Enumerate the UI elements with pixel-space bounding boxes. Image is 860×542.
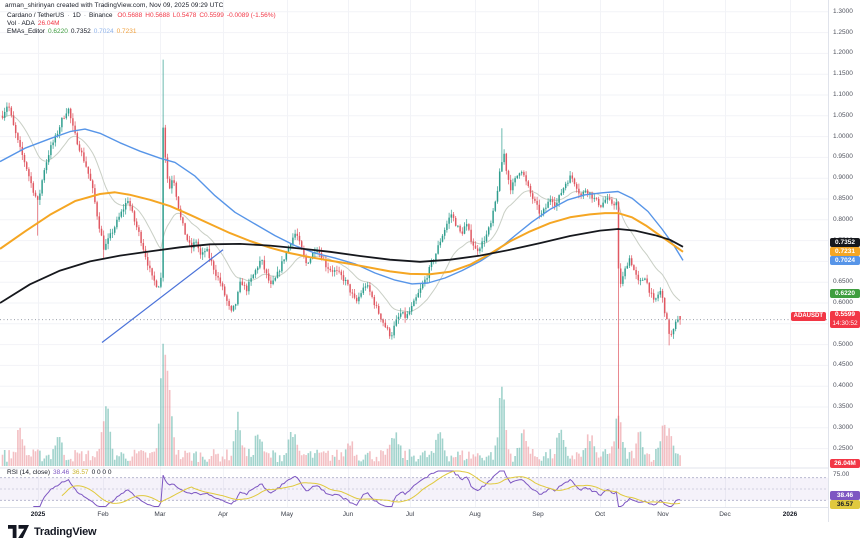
rsi-value: 38.46 [53, 469, 70, 476]
ohlc-close: C0.5599 [199, 12, 224, 19]
time-label: May [280, 511, 294, 518]
price-tick: 1.0000 [833, 132, 853, 140]
price-tick: 75.00 [833, 470, 850, 478]
price-tick: 0.3000 [833, 423, 853, 431]
axis-badge: 36.57 [830, 500, 860, 510]
last-price-value: 0.5599 [835, 311, 855, 319]
ohlc-open: O0.5688 [117, 12, 143, 19]
rsi-ma-value: 36.57 [72, 469, 89, 476]
ohlc-high: H0.5688 [145, 12, 170, 19]
time-label: Apr [217, 511, 229, 518]
ohlc-low: L0.5478 [172, 12, 197, 19]
symbol-row[interactable]: Cardano / TetherUS · 1D · Binance O0.5688 H0.… [7, 12, 279, 20]
price-tick: 0.8000 [833, 215, 853, 223]
time-label: Feb [97, 511, 109, 518]
ema-slow-line [0, 191, 684, 276]
time-label: 2025 [30, 511, 46, 518]
price-tick: 0.2500 [833, 444, 853, 452]
rsi-label: RSI (14, close) [7, 469, 50, 476]
symbol-legend: Cardano / TetherUS · 1D · Binance O0.5688 H0.… [7, 12, 279, 36]
tradingview-logo-text: TradingView [34, 525, 97, 538]
time-label: Aug [469, 511, 481, 518]
rsi-legend[interactable]: RSI (14, close) 38.46 36.57 0 0 0 0 [7, 469, 114, 476]
price-tick: 1.1000 [833, 91, 853, 98]
price-tick: 0.9500 [833, 153, 853, 161]
ema-fast-value: 0.6220 [47, 28, 68, 35]
time-label: Jul [405, 511, 415, 518]
ema-200-value: 0.7352 [70, 28, 91, 35]
change-value: -0.0089 (-1.56%) [226, 12, 276, 19]
price-tick: 1.2000 [833, 49, 853, 57]
chart-canvas[interactable] [0, 0, 828, 522]
countdown: 14:30:52 [832, 319, 858, 327]
tradingview-logo-icon [8, 525, 29, 538]
price-tick: 0.8500 [833, 195, 853, 202]
axis-badge: 0.6220 [830, 289, 860, 299]
ema-200-line [0, 228, 684, 304]
volume-bars [1, 343, 681, 466]
ema-mid-value: 0.7024 [93, 28, 114, 35]
ema-slow-value: 0.7231 [116, 28, 137, 35]
last-price-badge: 0.5599 14:30:52 [830, 311, 860, 329]
price-tick: 0.4000 [833, 382, 853, 390]
ema-fast-line [2, 114, 681, 313]
interval-label[interactable]: 1D [72, 12, 81, 19]
axis-badge: 0.7231 [830, 247, 860, 257]
time-label: Dec [719, 511, 731, 518]
rsi-extra-values: 0 0 0 0 [91, 469, 112, 476]
volume-row[interactable]: Vol · ADA 26.04M [7, 20, 279, 28]
time-label: Nov [657, 511, 669, 518]
time-label: 2026 [782, 511, 798, 518]
time-axis[interactable]: 2025 Feb Mar Apr May Jun Jul Aug Sep Oct Nov Dec 202… [0, 507, 828, 524]
axis-badge: 38.46 [830, 491, 860, 501]
price-tick: 1.2500 [833, 28, 853, 36]
price-tick: 0.6000 [833, 299, 853, 306]
price-tick: 1.1500 [833, 70, 853, 78]
price-tick: 0.3500 [833, 403, 853, 410]
volume-label: Vol · ADA [7, 20, 35, 27]
trendline[interactable] [101, 249, 224, 343]
separator: · [67, 12, 70, 19]
time-label: Oct [594, 511, 606, 518]
emas-row[interactable]: EMAs_Editor 0.6220 0.7352 0.7024 0.7231 [7, 28, 279, 36]
rsi-pane[interactable] [0, 470, 828, 507]
time-label: Jun [342, 511, 354, 518]
exchange-label: Binance [89, 12, 113, 19]
emas-label: EMAs_Editor [7, 28, 45, 35]
symbol-title[interactable]: Cardano / TetherUS [7, 12, 65, 19]
time-label: Mar [154, 511, 166, 518]
grid [0, 0, 828, 507]
tradingview-logo[interactable]: TradingView [8, 525, 97, 538]
rsi-line [33, 470, 681, 507]
price-tick: 1.0500 [833, 111, 853, 119]
axis-badge: 0.7024 [830, 256, 860, 266]
symbol-price-tag: ADAUSDT [790, 311, 826, 321]
price-tick: 0.4500 [833, 361, 853, 369]
price-tick: 0.5000 [833, 340, 853, 348]
axis-badge: 26.04M [830, 458, 860, 468]
price-tick: 0.9000 [833, 174, 853, 182]
time-label: Sep [532, 511, 544, 518]
rsi-ma-line [61, 470, 681, 505]
ema-mid-line [0, 128, 684, 285]
price-axis[interactable]: 1.3000 1.2500 1.2000 1.1500 1.1000 1.0500 1.00… [828, 0, 860, 522]
candles [1, 59, 681, 449]
separator: · [83, 12, 86, 19]
attribution-text: arman_shirinyan created with TradingView… [5, 2, 224, 9]
price-tick: 1.3000 [833, 7, 853, 15]
axis-badge: 0.7352 [830, 238, 860, 248]
volume-value: 26.04M [37, 20, 60, 27]
price-tick: 0.6500 [833, 278, 853, 286]
